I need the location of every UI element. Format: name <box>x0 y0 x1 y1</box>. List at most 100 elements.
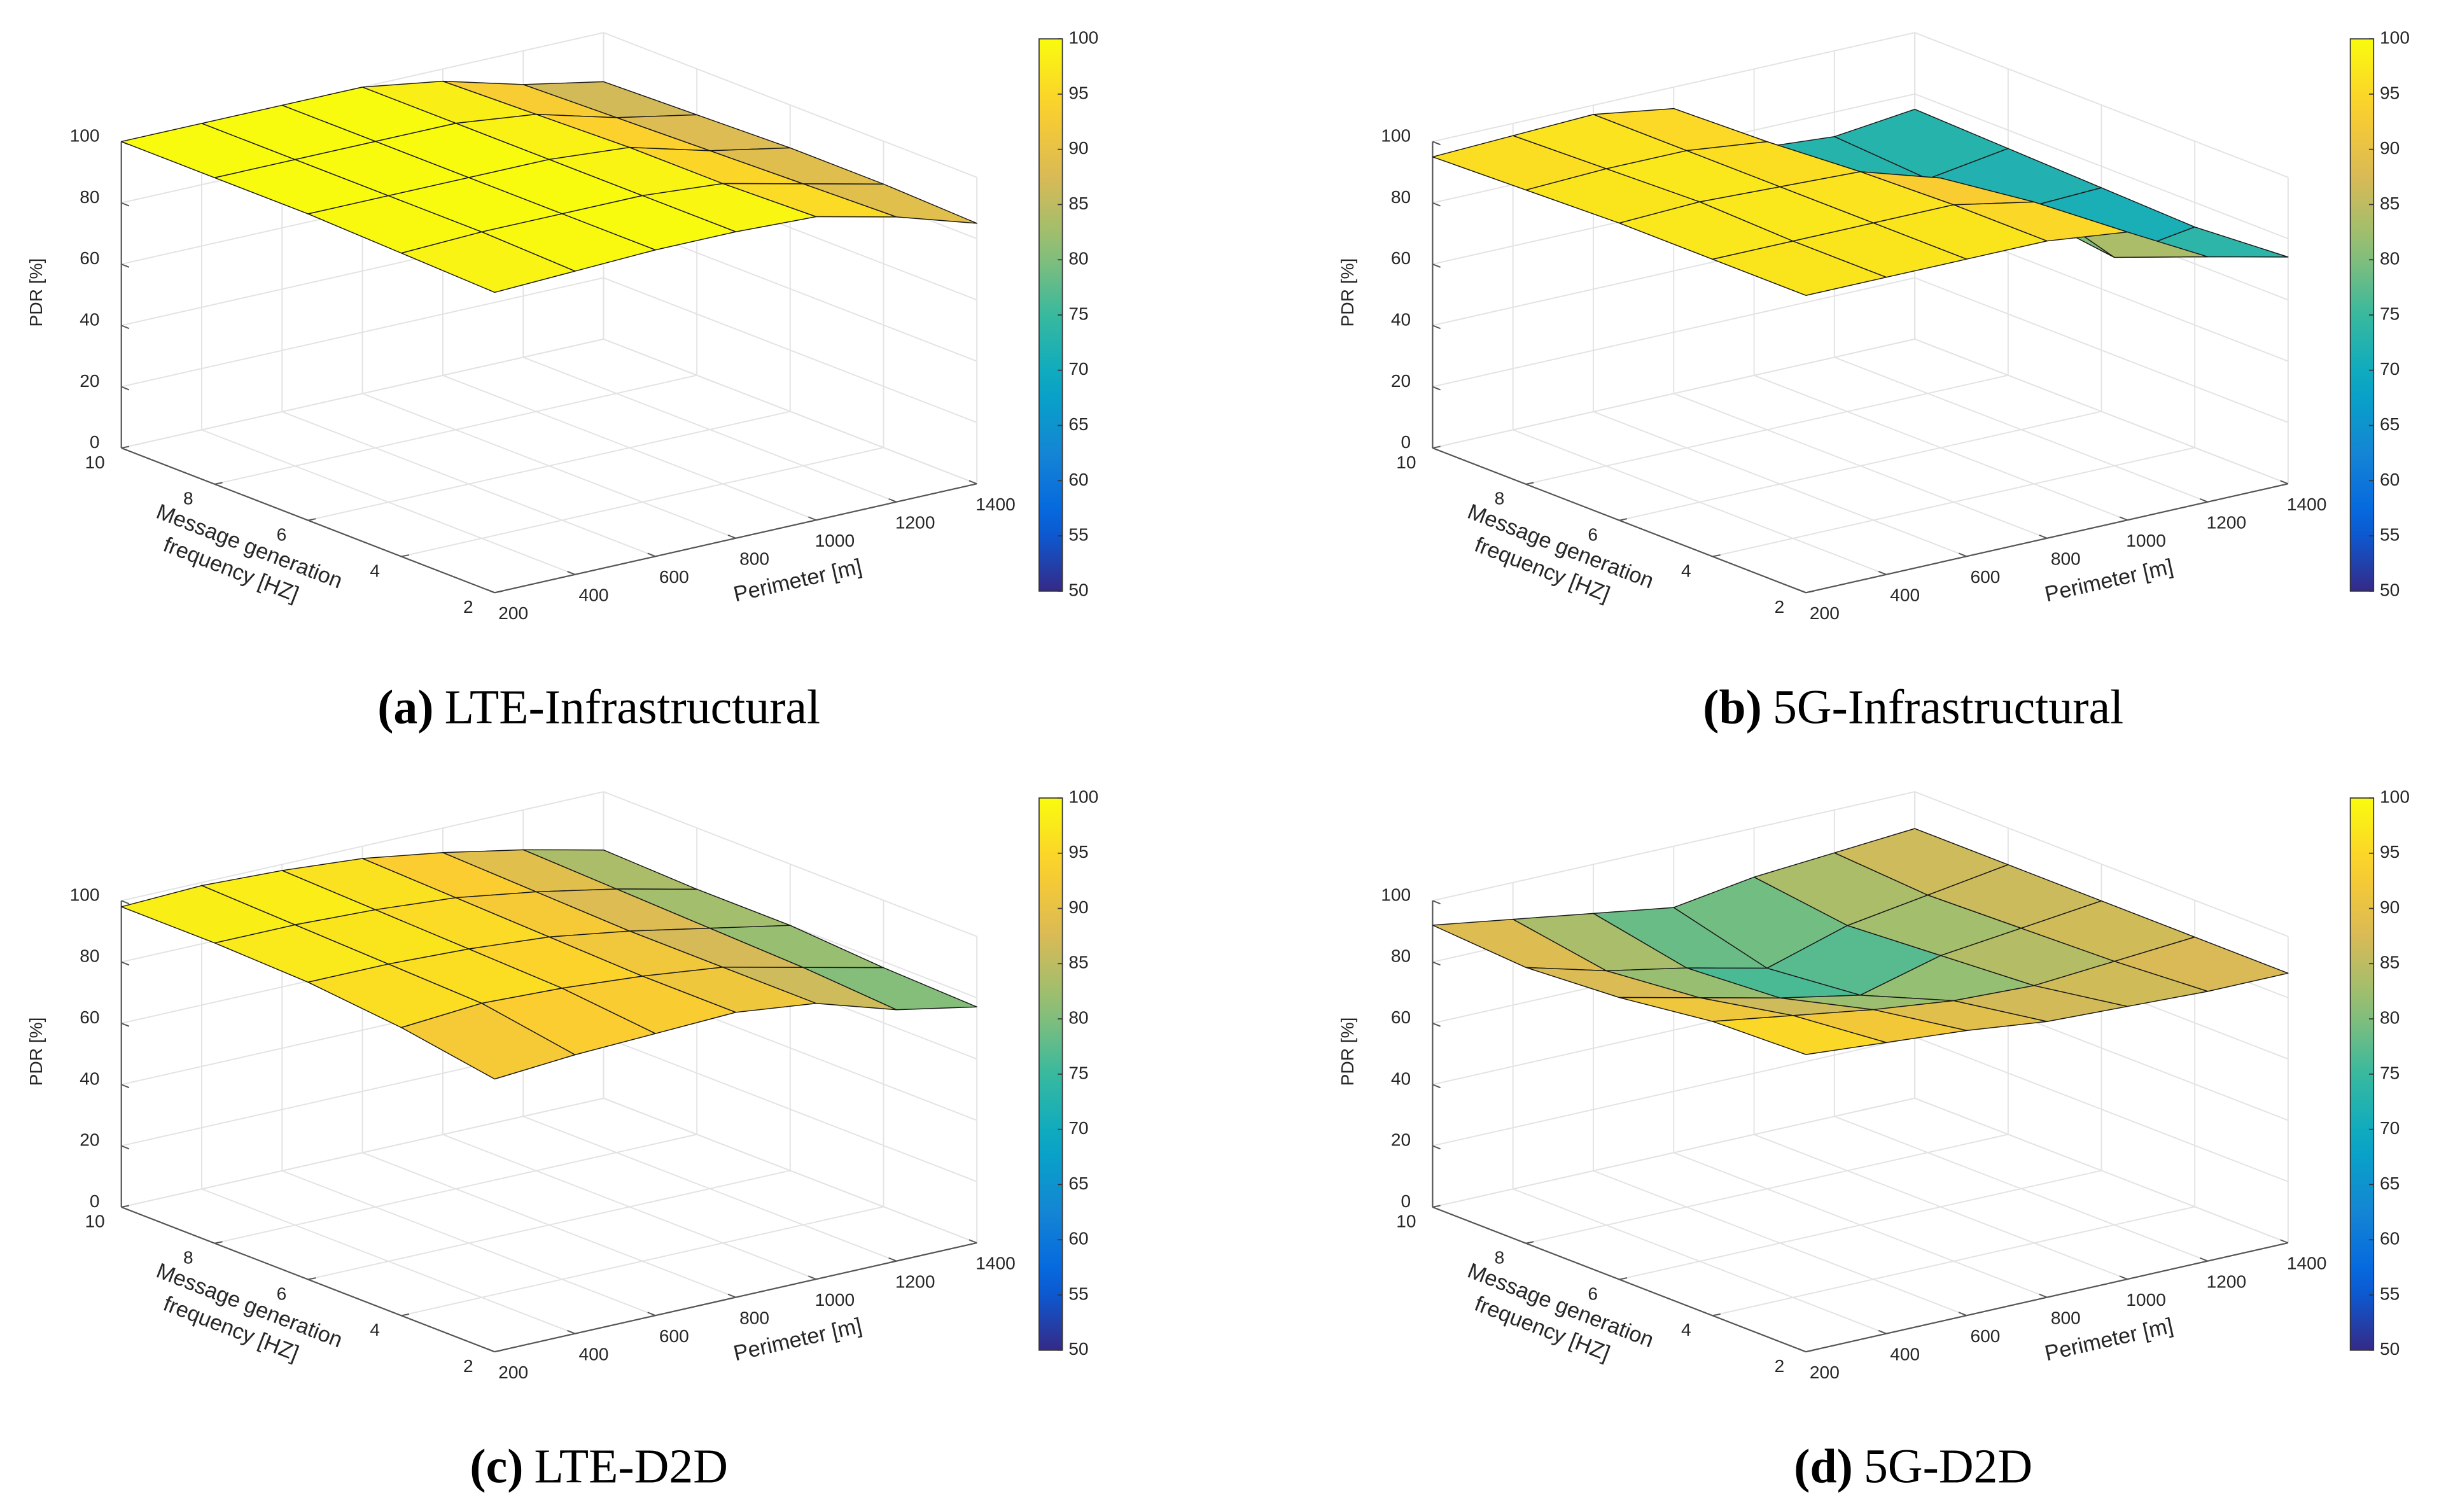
tick-mark <box>1432 1084 1441 1089</box>
x-tick-label: 200 <box>1810 603 1840 623</box>
panel: 0 20 40 60 80 100 200 400 600 800 1000 1200 1400 2 4 6 8… <box>26 787 1098 1493</box>
tick-mark <box>1959 552 1967 557</box>
grid-line <box>603 1036 977 1182</box>
colorbar-tick-label: 60 <box>2380 1229 2400 1249</box>
tick-mark <box>727 534 736 539</box>
tick-mark <box>1432 1205 1441 1208</box>
z-tick-label: 0 <box>90 1191 100 1211</box>
tick-mark <box>2199 498 2208 503</box>
grid-line <box>1914 338 2289 485</box>
grid-line <box>1432 338 1915 449</box>
z-tick-label: 40 <box>1391 309 1411 329</box>
tick-mark <box>1619 1277 1628 1280</box>
tick-mark <box>401 554 410 557</box>
grid-line <box>1914 32 2289 178</box>
grid-line <box>121 338 604 449</box>
y-tick-label: 2 <box>1775 1356 1785 1376</box>
x-tick-label: 1000 <box>815 531 855 550</box>
z-axis-label: PDR [%] <box>1338 1018 1357 1086</box>
tick-mark <box>1878 1329 1887 1334</box>
panel: 0 20 40 60 80 100 200 400 600 800 1000 1200 1400 2 4 6 8… <box>1338 787 2410 1493</box>
grid-line <box>1619 410 2102 521</box>
z-tick-label: 100 <box>70 885 100 904</box>
grid-line <box>214 1133 697 1244</box>
axis-line <box>494 1242 977 1353</box>
x-tick-label: 1400 <box>975 494 1016 514</box>
colorbar-tick-label: 50 <box>1068 1339 1088 1359</box>
colorbar-tick-label: 65 <box>2380 414 2400 434</box>
colorbar-tick-label: 60 <box>2380 470 2400 489</box>
grid-line <box>401 1206 884 1317</box>
tick-mark <box>1525 482 1534 485</box>
tick-mark <box>647 1312 656 1317</box>
colorbar-tick-label: 80 <box>1068 249 1088 269</box>
grid-line <box>1914 93 2289 239</box>
y-tick-label: 10 <box>1396 1212 1416 1231</box>
panel: 0 20 40 60 80 100 200 400 600 800 1000 1200 1400 2 4 6 8… <box>26 28 1098 734</box>
colorbar-tick-label: 100 <box>1068 787 1098 806</box>
x-tick-label: 1400 <box>975 1254 1016 1273</box>
grid-line <box>401 447 884 557</box>
grid-line <box>603 338 977 485</box>
y-tick-label: 4 <box>1681 1320 1691 1340</box>
z-tick-label: 100 <box>1381 885 1411 904</box>
caption: (c) LTE-D2D <box>470 1440 728 1494</box>
axis-line <box>494 483 977 594</box>
grid-line <box>307 1170 791 1280</box>
caption: (d) 5G-D2D <box>1794 1440 2032 1494</box>
x-tick-label: 600 <box>1971 1326 2001 1346</box>
tick-mark <box>401 1313 410 1317</box>
colorbar-tick-label: 90 <box>1068 897 1088 917</box>
z-tick-label: 0 <box>1401 1191 1411 1211</box>
colorbar-tick-label: 60 <box>1068 470 1088 489</box>
tick-mark <box>121 1206 130 1211</box>
colorbar-tick-label: 100 <box>1068 28 1098 48</box>
tick-mark <box>121 961 130 966</box>
x-tick-label: 800 <box>2051 1308 2081 1327</box>
surface-patch <box>400 1002 576 1080</box>
y-tick-label: 6 <box>277 1284 287 1303</box>
tick-mark <box>1878 571 1887 575</box>
grid-line <box>1432 1097 1915 1208</box>
colorbar-tick-label: 60 <box>1068 1229 1088 1249</box>
grid-line <box>1914 1036 2289 1182</box>
tick-mark <box>1432 961 1441 966</box>
tick-mark <box>121 202 130 207</box>
tick-mark <box>888 1257 897 1262</box>
z-tick-label: 80 <box>80 187 99 207</box>
colorbar-tick-label: 95 <box>1068 83 1088 102</box>
colorbar-tick-label: 70 <box>1068 359 1088 379</box>
grid-line <box>214 374 697 485</box>
y-tick-label: 4 <box>1681 561 1691 580</box>
y-tick-label: 2 <box>463 1356 473 1376</box>
x-tick-label: 800 <box>739 549 769 568</box>
z-tick-label: 20 <box>80 1130 99 1150</box>
tick-mark <box>1432 900 1441 905</box>
y-tick-label: 6 <box>277 525 287 545</box>
caption-text: LTE-Infrastructural <box>445 681 820 734</box>
tick-mark <box>968 1239 977 1244</box>
tick-mark <box>2119 1275 2128 1280</box>
colorbar-tick-label: 100 <box>2380 787 2410 806</box>
tick-mark <box>1525 1241 1534 1244</box>
caption-text: 5G-Infrastructural <box>1773 681 2123 734</box>
colorbar-tick-label: 50 <box>2380 580 2400 599</box>
x-tick-label: 1400 <box>2287 1254 2327 1273</box>
colorbar-tick-label: 65 <box>1068 414 1088 434</box>
tick-mark <box>807 516 816 521</box>
tick-mark <box>1432 141 1441 146</box>
tick-mark <box>2039 534 2048 539</box>
grid-line <box>121 1097 604 1208</box>
tick-mark <box>494 1349 503 1353</box>
x-tick-label: 800 <box>2051 549 2081 568</box>
y-tick-label: 4 <box>370 1320 380 1340</box>
tick-mark <box>1432 325 1441 330</box>
colorbar-tick-label: 85 <box>1068 953 1088 972</box>
y-tick-label: 2 <box>463 597 473 617</box>
grid-line <box>307 410 791 521</box>
colorbar-tick-label: 55 <box>1068 525 1088 545</box>
colorbar-tick-label: 90 <box>1068 138 1088 158</box>
z-tick-label: 20 <box>80 371 99 391</box>
caption-label: (b) <box>1703 681 1762 734</box>
tick-mark <box>1432 202 1441 207</box>
